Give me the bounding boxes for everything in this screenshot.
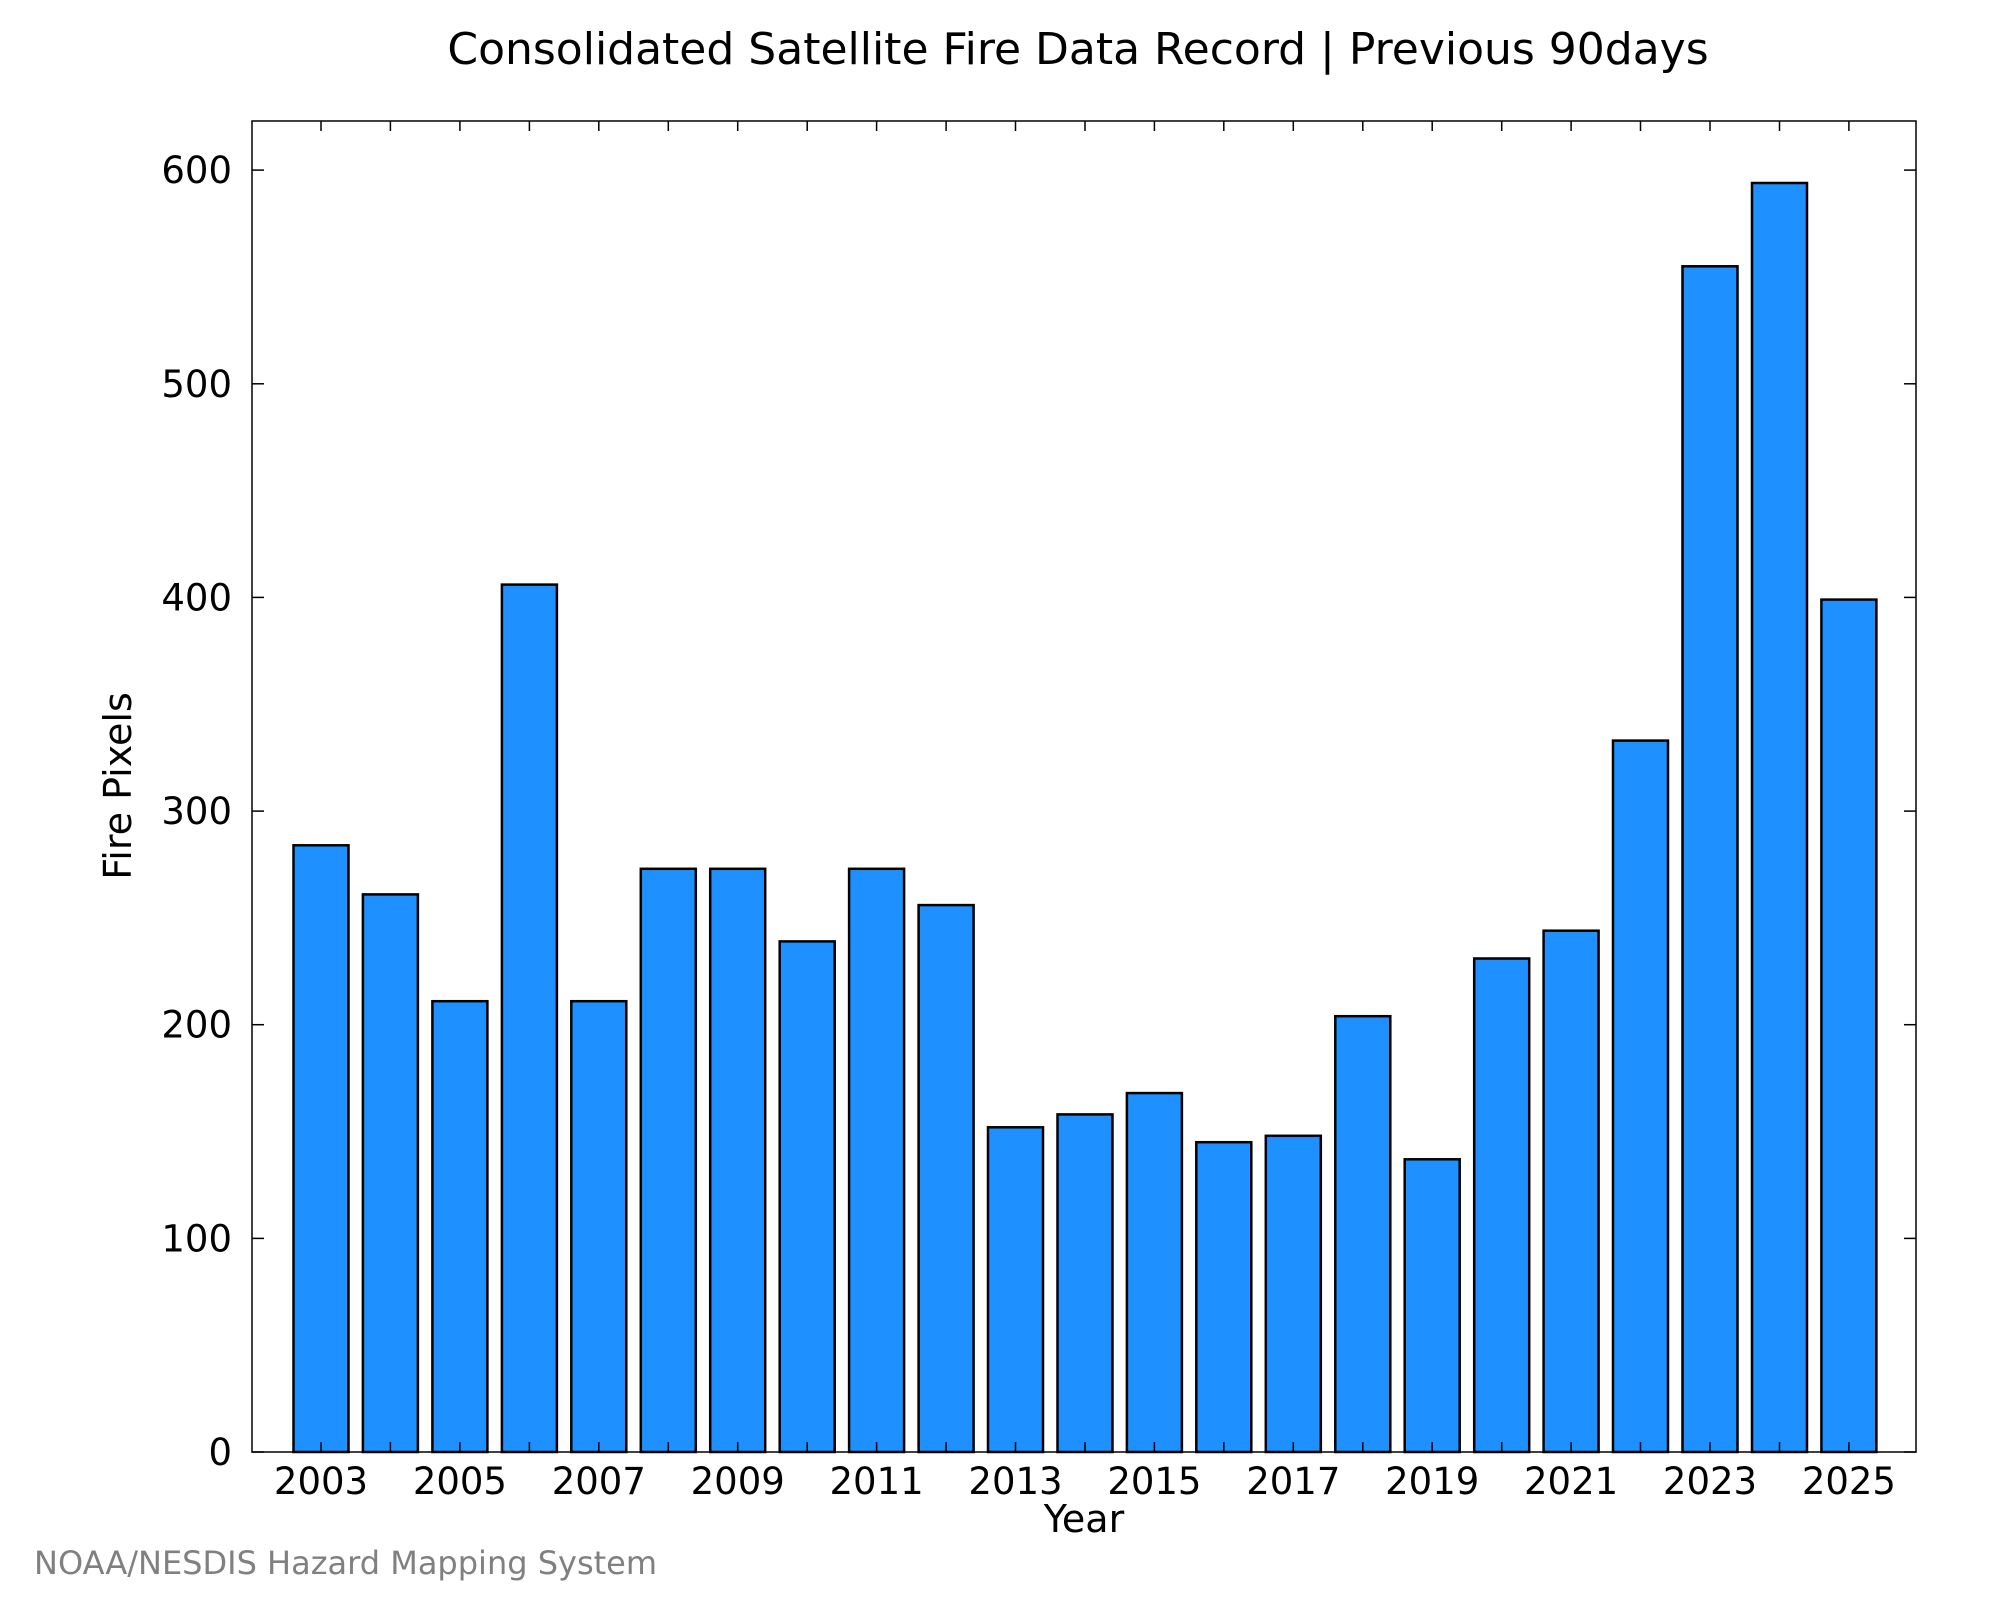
- bar-2013: [986, 1126, 1045, 1454]
- y-tick-label-400: 400: [161, 576, 232, 619]
- bar-2006: [500, 583, 559, 1454]
- x-tick-label-2019: 2019: [1385, 1460, 1479, 1503]
- y-tick-label-500: 500: [161, 363, 232, 406]
- bar-2003: [292, 844, 350, 1454]
- chart-title: Consolidated Satellite Fire Data Record …: [447, 24, 1708, 75]
- bar-2025: [1820, 598, 1878, 1454]
- x-axis: 2003 2005 2007 2009 2011 2013 2015 2017 2019 2021…: [274, 121, 1896, 1503]
- x-tick-label-2015: 2015: [1107, 1460, 1201, 1503]
- x-tick-label-2007: 2007: [552, 1460, 646, 1503]
- x-tick-label-2009: 2009: [691, 1460, 785, 1503]
- bar-2017: [1264, 1134, 1323, 1454]
- x-tick-label-2013: 2013: [968, 1460, 1062, 1503]
- bar-2020: [1472, 957, 1531, 1454]
- y-axis-label: Fire Pixels: [96, 692, 140, 880]
- bar-2010: [778, 940, 836, 1454]
- bar-2016: [1195, 1140, 1253, 1454]
- x-axis-label: Year: [1043, 1497, 1125, 1541]
- y-tick-label-200: 200: [161, 1004, 232, 1047]
- x-tick-label-2025: 2025: [1802, 1460, 1896, 1503]
- y-axis: 0 100 200 300 400 500 600: [161, 149, 1916, 1474]
- plot-frame: [251, 120, 1917, 1453]
- bar-2022: [1611, 739, 1670, 1454]
- y-tick-label-100: 100: [161, 1217, 232, 1260]
- bar-2024: [1750, 181, 1809, 1454]
- bar-series: [292, 181, 1878, 1454]
- y-tick-label-0: 0: [208, 1431, 232, 1474]
- footer-credit: NOAA/NESDIS Hazard Mapping System: [34, 1544, 657, 1582]
- bar-2018: [1334, 1014, 1392, 1454]
- x-tick-label-2021: 2021: [1524, 1460, 1618, 1503]
- bar-2007: [570, 999, 628, 1454]
- x-tick-label-2017: 2017: [1246, 1460, 1340, 1503]
- bar-2015: [1125, 1091, 1184, 1454]
- x-tick-label-2011: 2011: [830, 1460, 924, 1503]
- bar-2019: [1403, 1158, 1461, 1454]
- bar-2021: [1542, 929, 1600, 1454]
- bar-2023: [1681, 265, 1739, 1454]
- x-tick-label-2023: 2023: [1663, 1460, 1757, 1503]
- bar-2004: [361, 893, 420, 1454]
- bar-2009: [708, 867, 767, 1454]
- bar-2008: [639, 867, 698, 1454]
- bar-2012: [917, 903, 975, 1454]
- bar-2014: [1056, 1113, 1114, 1454]
- x-tick-label-2005: 2005: [413, 1460, 507, 1503]
- y-tick-label-600: 600: [161, 149, 232, 192]
- bar-2005: [431, 999, 489, 1454]
- y-tick-label-300: 300: [161, 790, 232, 833]
- x-tick-label-2003: 2003: [274, 1460, 368, 1503]
- bar-2011: [847, 867, 906, 1454]
